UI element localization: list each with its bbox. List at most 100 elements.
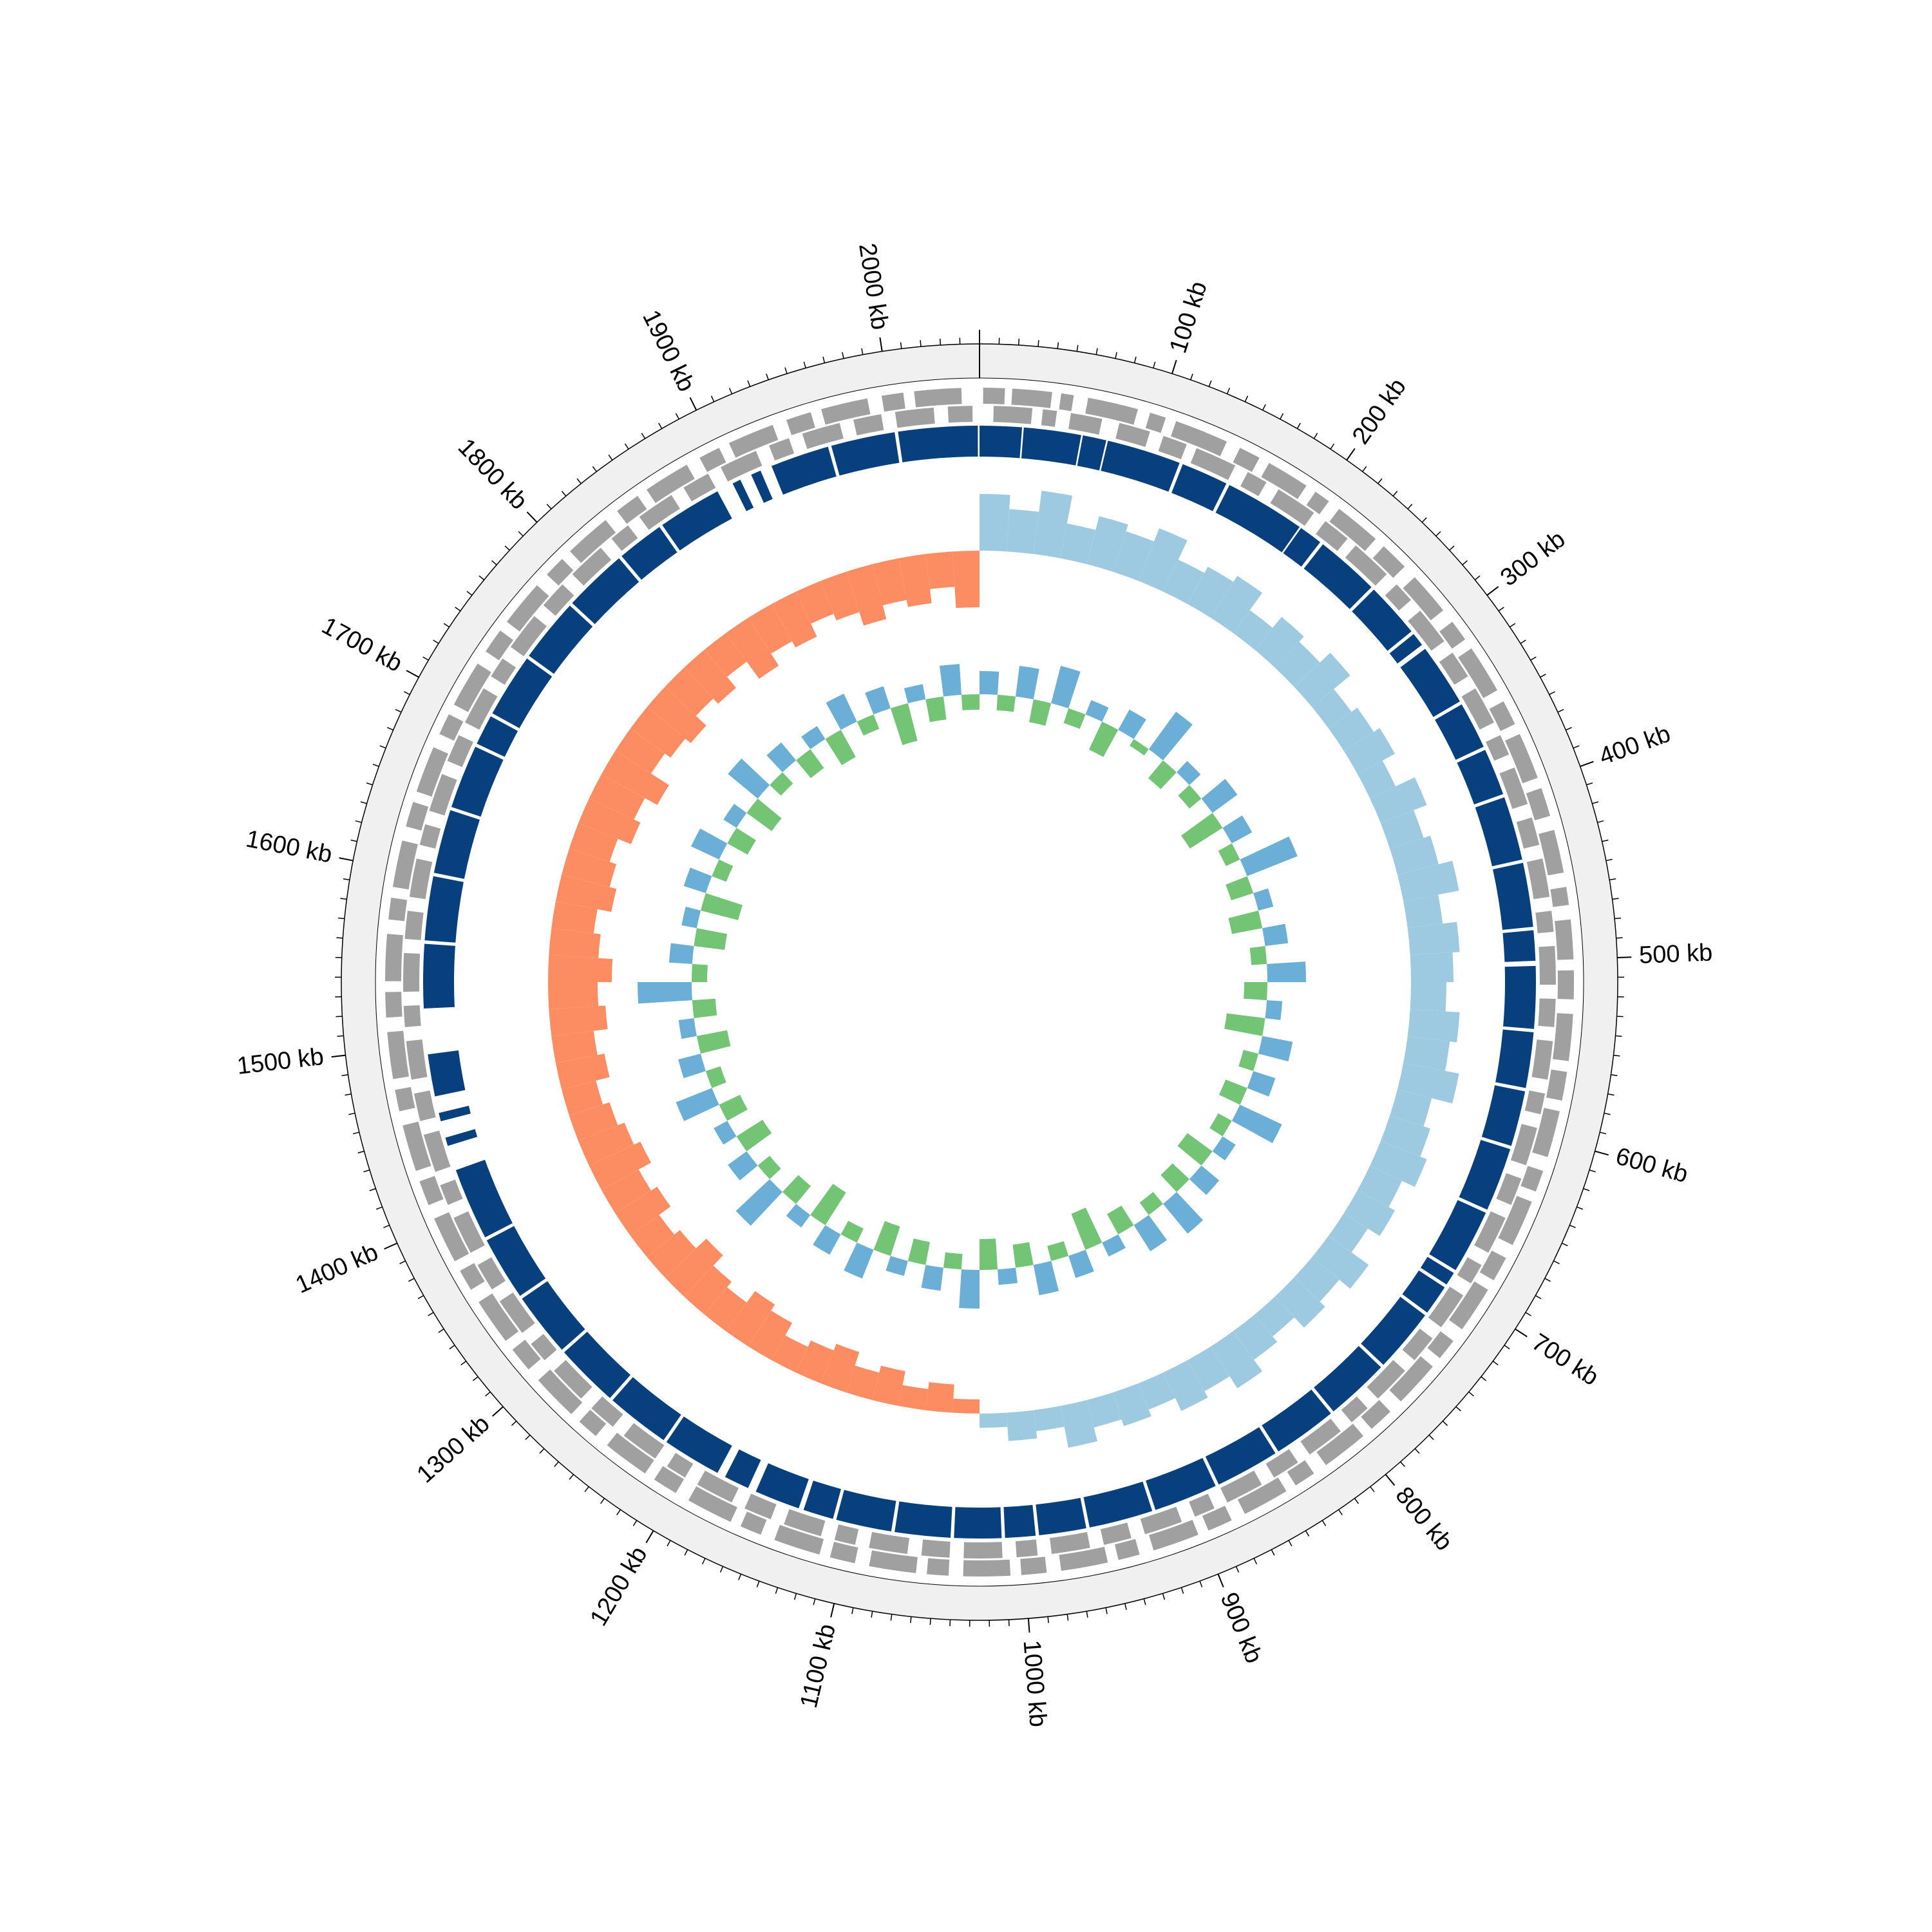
gc-content-bin [678,1018,697,1039]
major-tick [1580,761,1594,767]
major-tick [384,1242,398,1250]
feature-forward [1439,621,1466,649]
minor-tick [1253,1558,1258,1565]
gc-content-bin [980,1238,998,1270]
minor-tick [1124,1603,1127,1610]
feature-forward [1526,788,1551,820]
feature-reverse [543,584,574,616]
feature-reverse [453,1211,485,1253]
feature-forward [1489,701,1515,732]
cds-block [1475,797,1522,867]
cds-block [428,1050,466,1097]
gc-skew-bin [551,1030,598,1063]
gc-content-bin [1016,665,1039,699]
minor-tick [1235,1566,1240,1573]
gc-content-bin [886,1256,908,1276]
feature-forward [1306,491,1329,515]
feature-reverse [611,525,638,551]
feature-forward [983,388,1005,404]
feature-reverse [1439,652,1468,685]
feature-forward [617,496,647,524]
feature-reverse [1457,1257,1482,1283]
feature-reverse [697,1470,739,1503]
tick-label: 1700 kb [317,612,407,678]
feature-forward [538,1369,583,1414]
gc-skew-bin [846,564,887,626]
tick-label: 700 kb [1527,1329,1604,1391]
feature-forward [1237,1477,1287,1514]
gc-content-bin [826,694,857,730]
feature-reverse [869,1531,909,1554]
minor-tick [343,878,350,880]
feature-reverse [1041,409,1057,427]
minor-tick [340,898,347,900]
feature-reverse [1100,1522,1132,1545]
gc-skew-bin [601,1169,652,1214]
minor-tick [1602,839,1609,842]
cds-block [1101,440,1180,492]
gc-skew-bin [1380,810,1424,849]
gc-content-bin [840,1220,864,1243]
feature-reverse [1496,1173,1522,1205]
gc-skew-bin [1329,707,1374,751]
cds-block [1493,862,1533,930]
gc-content-bin [691,828,728,860]
minor-tick [348,1112,355,1115]
feature-forward [1114,1539,1140,1560]
tick-label: 1000 kb [1018,1639,1051,1728]
minor-tick [1321,1520,1327,1526]
gc-content-bin [1265,1000,1283,1021]
gc-skew-bin [772,591,817,648]
minor-tick [929,1618,931,1625]
feature-reverse [853,414,884,436]
feature-reverse [510,616,547,657]
minor-tick [616,1509,621,1515]
gc-skew-bin [1033,1406,1065,1432]
gc-content-bin [1102,1234,1126,1257]
gc-content-bin [1240,836,1298,876]
gc-content-bin [782,1175,811,1204]
minor-tick [460,1361,467,1366]
cds-block [895,1501,952,1538]
minor-tick [369,1188,376,1191]
minor-tick [422,656,429,661]
feature-reverse [769,438,795,461]
cds-block [1352,589,1412,651]
feature-reverse [477,1257,506,1290]
minor-tick [1076,345,1079,352]
gc-skew-bin [980,494,1010,552]
minor-tick [1066,1614,1069,1621]
gc-content-bin [723,804,747,828]
gc-skew-bin [551,901,598,934]
feature-reverse [1316,521,1348,551]
feature-reverse [1300,1418,1341,1455]
cds-block [1402,1270,1445,1313]
feature-forward [1554,919,1574,960]
gc-skew-bin [1312,688,1352,729]
feature-reverse [683,473,716,502]
gc-skew-bin [898,554,932,607]
cds-block [486,1226,546,1296]
gc-content-bin [786,1204,811,1228]
cds-block [1361,1296,1425,1365]
gc-skew-bin [1255,616,1304,668]
gc-skew-bin [1007,1410,1037,1441]
feature-reverse [1140,1506,1182,1535]
gc-skew-bin [630,1215,675,1258]
feature-reverse [1158,435,1187,460]
feature-forward [1448,1281,1488,1330]
minor-tick [355,820,362,823]
minor-tick [1586,782,1593,786]
feature-forward [395,1086,415,1112]
gc-skew-bin [1358,761,1396,799]
feature-forward [1553,1013,1573,1061]
feature-forward [1458,648,1498,698]
gc-content-bin [1181,813,1223,849]
feature-reverse [623,1423,665,1459]
gc-content-bin [1224,1013,1265,1036]
gc-content-bin [694,928,728,950]
gc-content-bin [1051,665,1081,708]
minor-tick [1540,674,1546,678]
minor-tick [1435,531,1441,536]
feature-reverse [403,1005,421,1027]
